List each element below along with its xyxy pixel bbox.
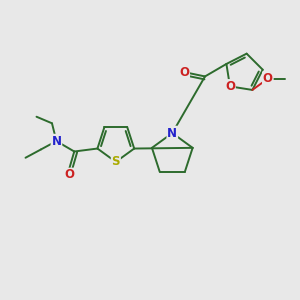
Text: O: O bbox=[64, 169, 74, 182]
Text: S: S bbox=[112, 155, 120, 168]
Text: O: O bbox=[263, 72, 273, 85]
Text: N: N bbox=[167, 127, 177, 140]
Text: O: O bbox=[225, 80, 235, 93]
Text: O: O bbox=[179, 66, 189, 80]
Text: N: N bbox=[51, 135, 62, 148]
